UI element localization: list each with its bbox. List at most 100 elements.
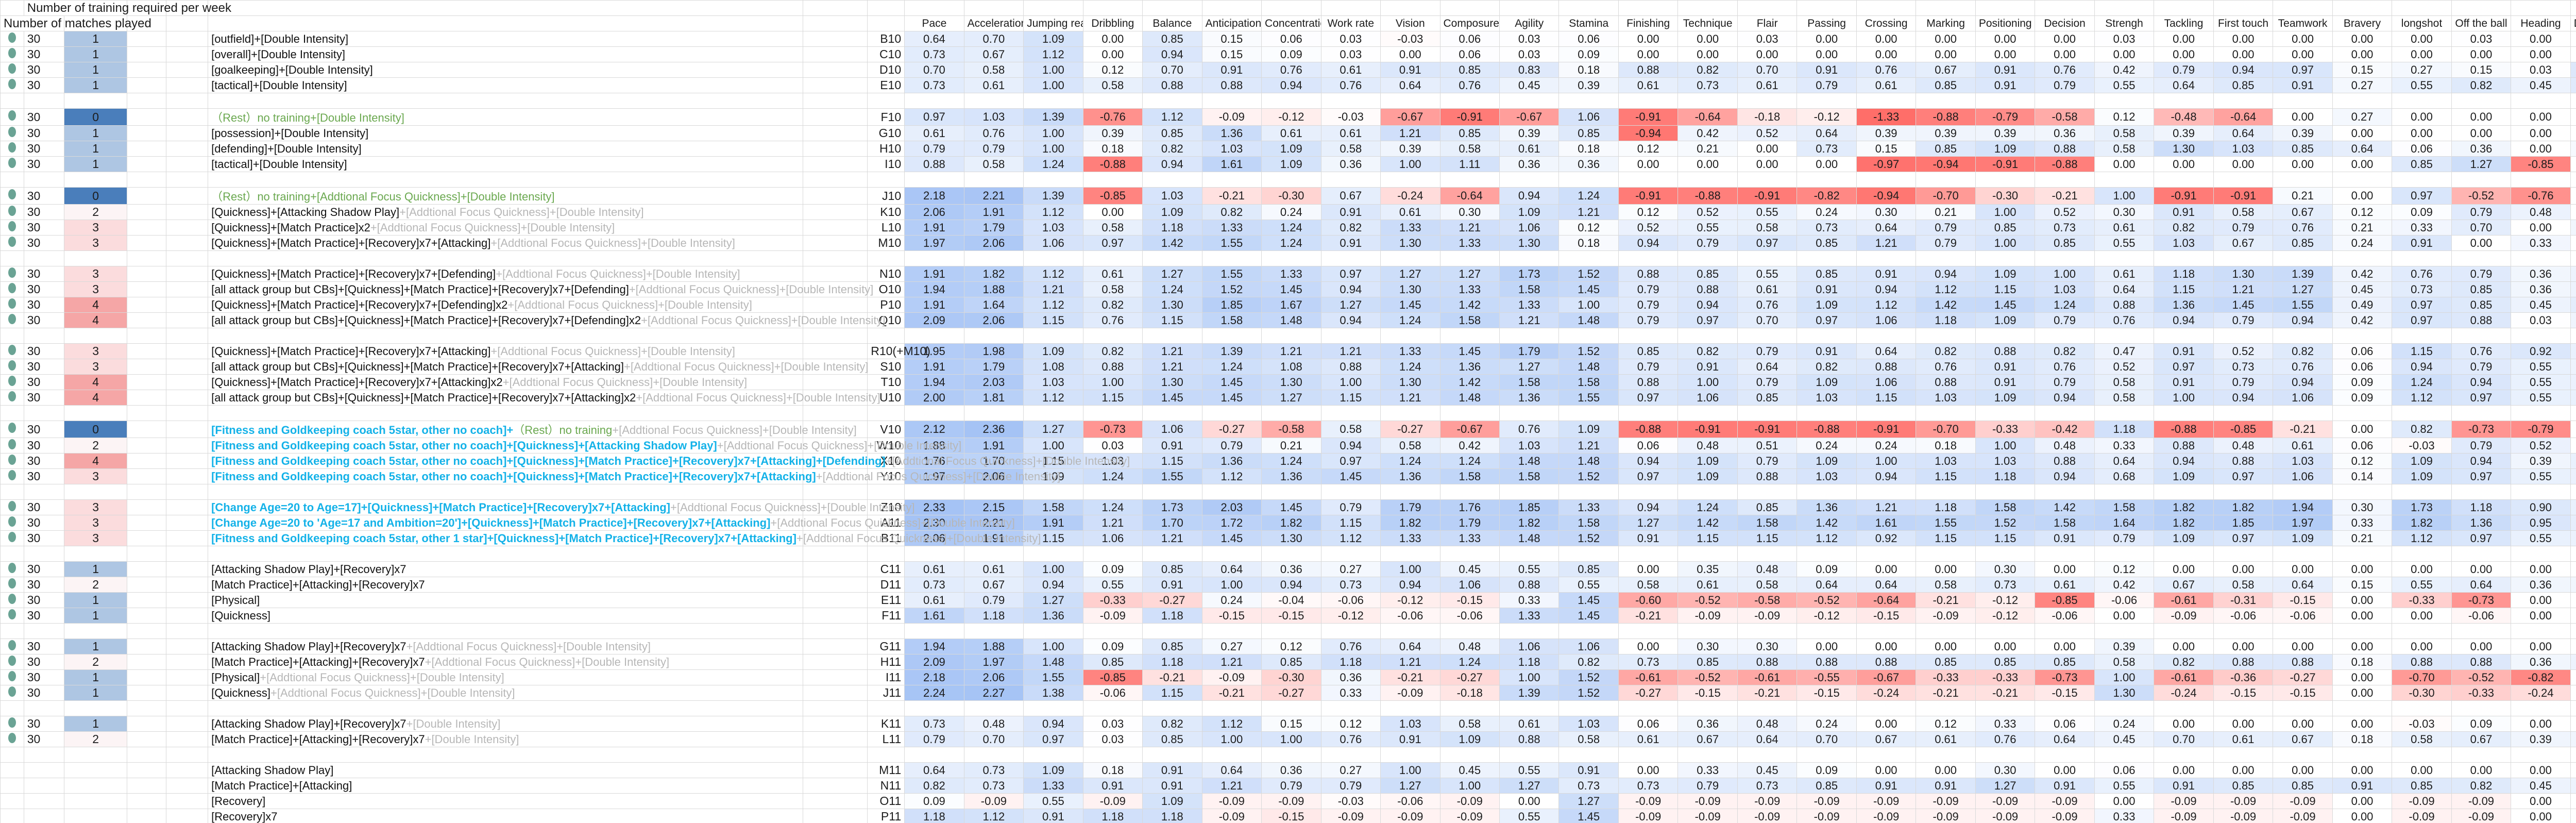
column-header-balance[interactable]: Balance [1142, 15, 1202, 31]
status-dot-icon [8, 439, 16, 449]
separator-cell [1082, 405, 1143, 421]
table-row[interactable]: 30 3 [all attack group but CBs]+[Quickness… [0, 281, 2576, 297]
column-header-first-touch[interactable]: First touch [2213, 15, 2274, 31]
column-header-anticipation[interactable]: Anticipation [1201, 15, 1262, 31]
separator-cell [166, 700, 209, 716]
table-row[interactable]: 30 0 （Rest）no training+[Double Intensity] F… [0, 108, 2576, 126]
table-row[interactable]: 30 1 [Quickness]+[Addtional Focus Quicknes… [0, 685, 2576, 701]
column-header-heading[interactable]: Heading [2511, 15, 2571, 31]
table-row[interactable]: 30 0 （Rest）no training+[Addtional Focus Qu… [0, 187, 2576, 205]
attr-value-finishing: -0.91 [1618, 187, 1679, 205]
attr-value-stamina: 1.45 [1558, 281, 1619, 297]
attr-value-positioning: 1.09 [1975, 266, 2036, 282]
table-row[interactable]: 30 3 [Quickness]+[Match Practice]x2+[Addti… [0, 220, 2576, 236]
table-row[interactable]: 30 3 [Fitness and Goldkeeping coach 5star,… [0, 468, 2576, 484]
status-dot-icon [8, 423, 16, 433]
attr-value-anticipation: -0.09 [1201, 108, 1262, 126]
table-row[interactable]: 30 4 [Fitness and Goldkeeping coach 5star,… [0, 453, 2576, 469]
column-header-crossing[interactable]: Crossing [1856, 15, 1917, 31]
column-header-flair[interactable]: Flair [1737, 15, 1798, 31]
table-row[interactable]: 30 1 [defending]+[Double Intensity] H10 0.79… [0, 141, 2576, 157]
table-row[interactable]: [Match Practice]+[Attacking] N11 0.82 0.73 1… [0, 778, 2576, 794]
column-header-technique[interactable]: Technique [1677, 15, 1738, 31]
column-header-dribbling[interactable]: Dribbling [1082, 15, 1143, 31]
attr-value-flair: 0.97 [1737, 235, 1798, 251]
separator-cell [1558, 250, 1619, 266]
column-header-work-rate[interactable]: Work rate [1320, 15, 1381, 31]
training-description: [Quickness] [208, 608, 803, 624]
table-row[interactable]: 30 4 [all attack group but CBs]+[Quickness… [0, 390, 2576, 406]
table-row[interactable]: 30 2 [Quickness]+[Attacking Shadow Play]+[… [0, 204, 2576, 220]
desc-segment: （Rest）no training [211, 190, 311, 203]
column-header-pace[interactable]: Pace [904, 15, 964, 31]
attr-value-longshot: 0.97 [2392, 187, 2452, 205]
table-row[interactable]: 30 3 [all attack group but CBs]+[Quickness… [0, 359, 2576, 375]
table-row[interactable]: 30 1 [goalkeeping]+[Double Intensity] D10 0.… [0, 62, 2576, 78]
table-row[interactable]: 30 1 [overall]+[Double Intensity] C10 0.73 0.… [0, 46, 2576, 62]
table-row[interactable]: [Recovery]x7 P11 1.18 1.12 0.91 1.18 1.18 -0.09… [0, 809, 2576, 823]
column-header-composure[interactable]: Composure [1439, 15, 1500, 31]
separator-cell [2511, 700, 2571, 716]
column-header-tackling[interactable]: Tackling [2154, 15, 2214, 31]
table-row[interactable]: 30 1 [tactical]+[Double Intensity] I10 0.88 0… [0, 156, 2576, 172]
table-row[interactable]: [Attacking Shadow Play] M11 0.64 0.73 1.09 0.… [0, 762, 2576, 778]
separator-cell [2332, 250, 2393, 266]
attr-value-work-rate: 0.76 [1320, 639, 1381, 654]
attr-value-off-the-ball: -0.06 [2451, 608, 2512, 624]
table-row[interactable]: 30 3 [Quickness]+[Match Practice]+[Recover… [0, 266, 2576, 282]
table-row[interactable]: 30 3 [Quickness]+[Match Practice]+[Recover… [0, 235, 2576, 251]
column-header-positioning[interactable]: Positioning [1975, 15, 2036, 31]
column-header-decision[interactable]: Decision [2035, 15, 2095, 31]
table-row[interactable]: 30 1 [tactical]+[Double Intensity] E10 0.73 0… [0, 77, 2576, 93]
table-row[interactable]: 30 1 [Quickness] F11 1.61 1.18 1.36 -0.09 1.18 -0… [0, 608, 2576, 624]
column-header-longshot[interactable]: longshot [2392, 15, 2452, 31]
table-row[interactable]: 30 3 [Change Age=20 to 'Age=17 and Ambitio… [0, 515, 2576, 531]
column-header-passing[interactable]: Passing [1797, 15, 1857, 31]
table-row[interactable]: 30 1 [Attacking Shadow Play]+[Recovery]x7+… [0, 639, 2576, 654]
attr-value-positioning: 0.91 [1975, 374, 2036, 390]
table-row[interactable]: 30 4 [Quickness]+[Match Practice]+[Recover… [0, 297, 2576, 313]
attr-value-finishing: -0.09 [1618, 809, 1679, 823]
column-header-teamwork[interactable]: Teamwork [2273, 15, 2333, 31]
attr-value-tackling: 0.00 [2154, 46, 2214, 62]
column-header-concentration[interactable]: Concentration [1261, 15, 1321, 31]
table-row[interactable]: [Recovery] O11 0.09 -0.09 0.55 -0.09 1.09 -0.09… [0, 793, 2576, 809]
table-row[interactable]: 30 3 [Fitness and Goldkeeping coach 5star,… [0, 530, 2576, 546]
column-header-bravery[interactable]: Bravery [2332, 15, 2393, 31]
column-header-stamina[interactable]: Stamina [1558, 15, 1619, 31]
column-header-vision[interactable]: Vision [1380, 15, 1440, 31]
column-header-determination[interactable]: Determination [2570, 15, 2576, 31]
attr-value-tackling: 0.00 [2154, 561, 2214, 577]
training-count-value: 3 [64, 499, 128, 515]
header-attr-blank [2451, 0, 2512, 16]
attr-value-agility: 0.61 [1499, 141, 1560, 157]
desc-segment: [Attacking Shadow Play]+[Recovery]x7 [211, 640, 406, 653]
table-row[interactable]: 30 2 [Fitness and Goldkeeping coach 5star,… [0, 438, 2576, 454]
table-row[interactable]: 30 0 [Fitness and Goldkeeping coach 5star,… [0, 421, 2576, 438]
column-header-marking[interactable]: Marking [1916, 15, 1976, 31]
table-row[interactable]: 30 2 [Match Practice]+[Attacking]+[Recover… [0, 577, 2576, 593]
table-row[interactable]: 30 1 [Physical]+[Addtional Focus Quickness… [0, 669, 2576, 685]
column-header-jumping-reach[interactable]: Jumping reach [1023, 15, 1083, 31]
column-header-finishing[interactable]: Finishing [1618, 15, 1679, 31]
table-row[interactable]: 30 3 [Quickness]+[Match Practice]+[Recover… [0, 343, 2576, 359]
column-header-acceleration[interactable]: Acceleration [963, 15, 1024, 31]
table-row[interactable]: 30 1 [possession]+[Double Intensity] G10 0.6… [0, 125, 2576, 141]
table-row[interactable]: 30 4 [all attack group but CBs]+[Quickness… [0, 312, 2576, 328]
table-row[interactable]: 30 2 [Match Practice]+[Attacking]+[Recover… [0, 654, 2576, 670]
table-row[interactable]: 30 1 [Physical] E11 0.61 0.79 1.27 -0.33 -0.27 0.… [0, 592, 2576, 608]
attr-value-heading: -0.85 [2511, 156, 2571, 172]
attr-value-flair: 0.58 [1737, 220, 1798, 236]
attr-value-composure: 1.76 [1439, 499, 1500, 515]
column-header-off-the-ball[interactable]: Off the ball [2451, 15, 2512, 31]
table-row[interactable]: 30 1 [outfield]+[Double Intensity] B10 0.64 0… [0, 31, 2576, 47]
table-row[interactable]: 30 1 [Attacking Shadow Play]+[Recovery]x7+… [0, 716, 2576, 732]
column-header-agility[interactable]: Agility [1499, 15, 1560, 31]
attr-value-finishing: 0.97 [1618, 390, 1679, 406]
column-header-strengh[interactable]: Strengh [2094, 15, 2155, 31]
table-row[interactable]: 30 2 [Match Practice]+[Attacking]+[Recover… [0, 731, 2576, 747]
table-row[interactable]: 30 3 [Change Age=20 to Age=17]+[Quickness]… [0, 499, 2576, 515]
table-row[interactable]: 30 4 [Quickness]+[Match Practice]+[Recover… [0, 374, 2576, 390]
table-row[interactable]: 30 1 [Attacking Shadow Play]+[Recovery]x7 C… [0, 561, 2576, 577]
attr-value-pace: 0.73 [904, 77, 964, 93]
